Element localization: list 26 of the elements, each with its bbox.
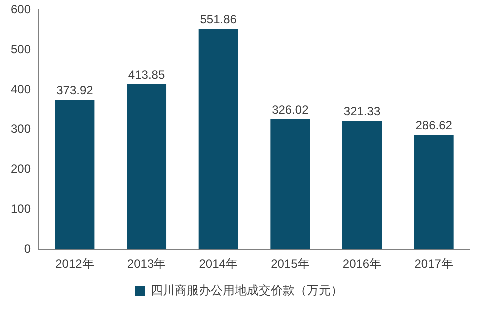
x-tick-label: 2013年 [127, 257, 166, 272]
bar [342, 121, 382, 250]
bar [127, 84, 167, 250]
bar [270, 120, 310, 250]
data-label: 413.85 [128, 68, 166, 82]
x-tick-label: 2017年 [414, 257, 454, 272]
y-tick-label: 500 [10, 42, 32, 56]
y-tick-label: 300 [10, 122, 32, 136]
legend-label: 四川商服办公用地成交价款（万元） [151, 283, 343, 298]
y-tick-label: 100 [10, 202, 32, 216]
data-label: 373.92 [56, 84, 94, 98]
x-tick-label: 2012年 [56, 257, 94, 272]
data-label: 321.33 [344, 104, 381, 119]
x-tick-label: 2015年 [271, 257, 310, 272]
y-tick-label: 200 [10, 162, 32, 176]
x-tick-label: 2014年 [199, 257, 238, 272]
bar [414, 135, 454, 250]
data-label: 551.86 [200, 12, 238, 27]
y-tick-label: 400 [10, 82, 32, 96]
x-tick-label: 2016年 [342, 257, 382, 272]
bar [198, 29, 238, 250]
data-label: 326.02 [272, 102, 310, 117]
y-tick-label: 0 [24, 242, 32, 256]
y-tick-label: 600 [10, 2, 32, 17]
bar [55, 100, 95, 250]
data-label: 286.62 [416, 118, 453, 133]
